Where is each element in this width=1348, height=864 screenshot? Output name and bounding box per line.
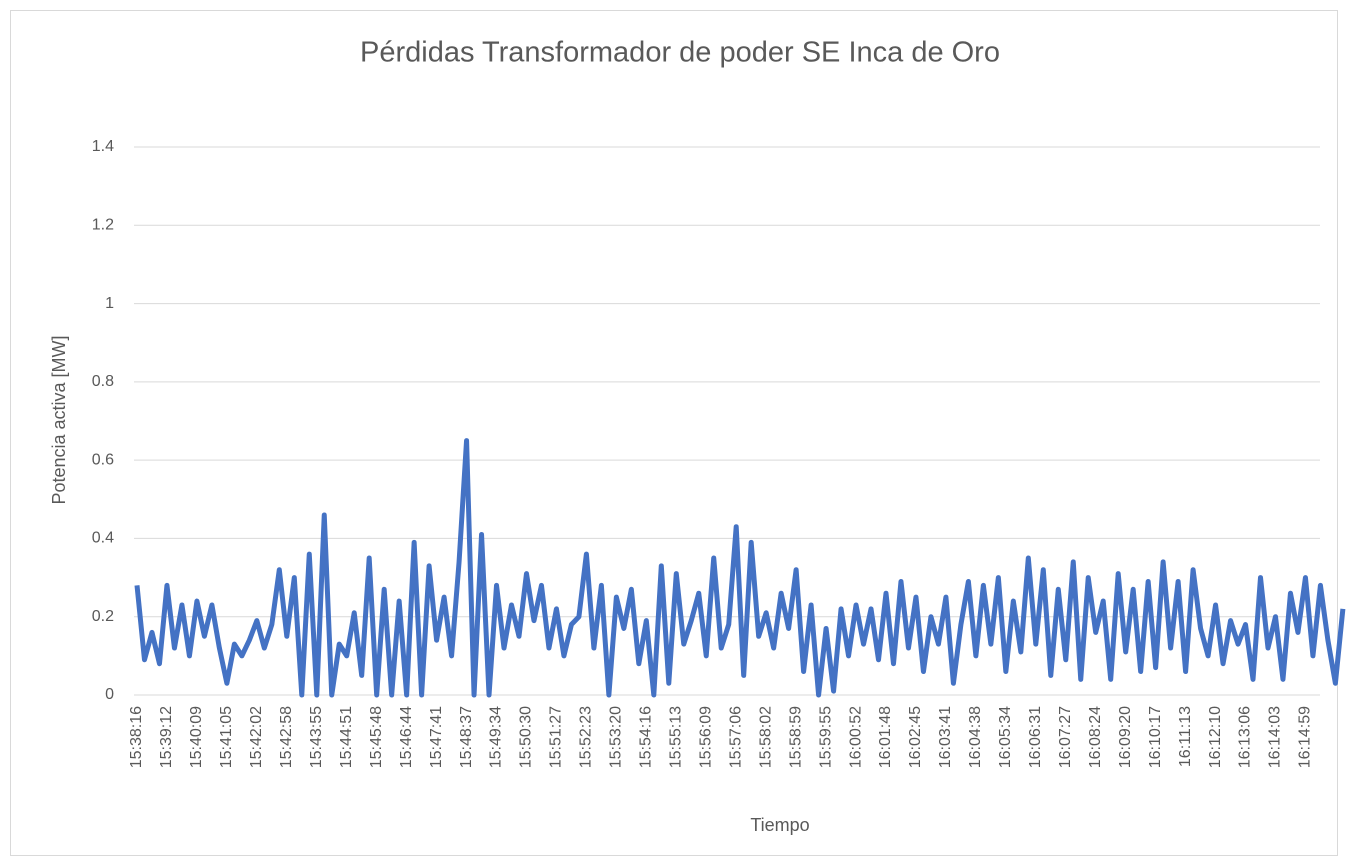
x-tick-label: 16:03:41 [937, 706, 954, 768]
x-tick-label: 15:40:09 [188, 706, 205, 768]
x-tick-label: 15:59:55 [817, 706, 834, 768]
x-tick-label: 15:39:12 [158, 706, 175, 768]
x-tick-label: 15:52:23 [578, 706, 595, 768]
x-tick-label: 15:53:20 [608, 706, 625, 768]
x-tick-label: 16:06:31 [1027, 706, 1044, 768]
x-tick-label: 15:42:58 [278, 706, 295, 768]
x-tick-label: 15:50:30 [518, 706, 535, 768]
x-tick-label: 15:49:34 [488, 706, 505, 768]
x-tick-label: 15:58:59 [787, 706, 804, 768]
data-line [134, 438, 1346, 698]
x-tick-label: 16:00:52 [847, 706, 864, 768]
x-tick-label: 16:12:10 [1207, 706, 1224, 768]
x-tick-label: 16:10:17 [1147, 706, 1164, 768]
chart-border [10, 10, 1338, 856]
y-axis-title: Potencia activa [MW] [49, 335, 69, 504]
x-tick-label: 15:46:44 [398, 706, 415, 768]
x-tick-label: 16:07:27 [1057, 706, 1074, 768]
y-tick-label: 0.8 [92, 373, 114, 390]
x-tick-label: 15:56:09 [697, 706, 714, 768]
y-tick-label: 0.6 [92, 451, 114, 468]
x-tick-label: 16:08:24 [1087, 706, 1104, 768]
x-tick-label: 16:14:03 [1267, 706, 1284, 768]
x-tick-label: 16:13:06 [1237, 706, 1254, 768]
x-axis-title: Tiempo [750, 815, 809, 835]
x-tick-label: 16:04:38 [967, 706, 984, 768]
x-tick-label: 15:44:51 [338, 706, 355, 768]
x-tick-label: 16:09:20 [1117, 706, 1134, 768]
x-tick-label: 15:54:16 [638, 706, 655, 768]
x-tick-label: 16:01:48 [877, 706, 894, 768]
x-tick-label: 15:48:37 [458, 706, 475, 768]
x-tick-label: 15:55:13 [667, 706, 684, 768]
y-tick-label: 1 [105, 295, 114, 312]
x-tick-label: 15:57:06 [727, 706, 744, 768]
x-tick-label: 15:43:55 [308, 706, 325, 768]
x-tick-label: 16:02:45 [907, 706, 924, 768]
chart-title: Pérdidas Transformador de poder SE Inca … [360, 37, 1000, 69]
x-tick-label: 15:42:02 [248, 706, 265, 768]
x-tick-label: 15:47:41 [428, 706, 445, 768]
x-tick-label: 16:14:59 [1297, 706, 1314, 768]
x-tick-label: 15:41:05 [218, 706, 235, 768]
x-tick-label: 15:51:27 [548, 706, 565, 768]
x-tick-label: 16:11:13 [1177, 706, 1194, 767]
x-tick-label: 15:38:16 [128, 706, 145, 768]
x-tick-label: 16:05:34 [997, 706, 1014, 768]
y-tick-label: 1.4 [92, 138, 114, 155]
y-tick-label: 0.4 [92, 530, 114, 547]
y-tick-label: 0 [105, 686, 114, 703]
y-tick-label: 0.2 [92, 608, 114, 625]
x-tick-label: 15:58:02 [757, 706, 774, 768]
x-tick-label: 15:45:48 [368, 706, 385, 768]
y-tick-label: 1.2 [92, 217, 114, 234]
